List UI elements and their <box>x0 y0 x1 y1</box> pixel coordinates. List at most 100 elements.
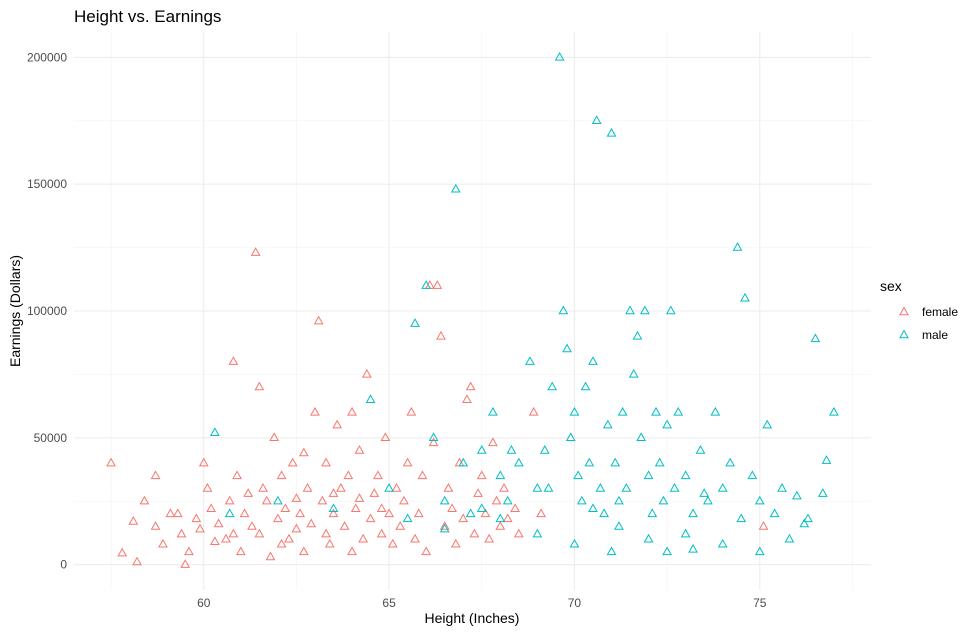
data-points <box>106 51 839 568</box>
data-point-male <box>647 508 658 518</box>
y-tick-label: 50000 <box>34 431 68 445</box>
data-point-female <box>206 503 217 513</box>
data-point-male <box>487 406 498 416</box>
data-point-male <box>717 483 728 492</box>
data-point-female <box>287 457 298 467</box>
data-point-female <box>391 483 402 492</box>
data-point-male <box>554 51 565 61</box>
data-point-male <box>532 528 543 538</box>
data-point-female <box>302 483 313 492</box>
data-point-male <box>573 470 584 480</box>
data-point-male <box>588 356 598 365</box>
data-point-female <box>387 538 398 548</box>
data-point-male <box>769 508 780 518</box>
data-point-female <box>235 546 246 556</box>
legend-key-female <box>899 306 909 316</box>
data-point-female <box>376 503 387 513</box>
x-tick-label: 70 <box>568 596 582 610</box>
axis-ticks: 60 65 70 75 0 50000 100000 150000 200000 <box>27 50 767 610</box>
data-point-female <box>295 508 306 518</box>
data-point-female <box>465 381 476 391</box>
data-point-female <box>487 437 498 447</box>
data-point-male <box>439 523 450 533</box>
data-point-male <box>495 513 506 523</box>
data-point-female <box>176 528 187 538</box>
data-point-male <box>428 432 439 442</box>
x-tick-label: 65 <box>382 596 396 610</box>
data-point-male <box>513 457 524 467</box>
data-point-male <box>699 488 710 497</box>
data-point-male <box>614 495 624 505</box>
x-tick-label: 75 <box>753 596 767 610</box>
data-point-male <box>458 457 469 467</box>
data-point-female <box>250 247 261 256</box>
y-tick-label: 100000 <box>27 304 67 318</box>
data-point-female <box>265 551 276 561</box>
data-point-male <box>662 546 673 556</box>
data-point-male <box>569 406 580 416</box>
data-point-male <box>658 495 669 505</box>
data-point-female <box>406 406 417 416</box>
data-point-male <box>643 533 654 543</box>
data-point-female <box>180 559 191 568</box>
data-point-male <box>662 419 673 429</box>
data-point-female <box>413 508 424 518</box>
data-point-male <box>224 508 235 518</box>
data-point-female <box>399 495 409 505</box>
data-point-female <box>354 444 365 454</box>
data-point-female <box>484 533 495 543</box>
data-point-male <box>710 406 721 416</box>
legend-title: sex <box>880 278 902 294</box>
data-point-male <box>688 543 698 553</box>
data-point-male <box>328 503 339 513</box>
data-point-male <box>402 513 413 523</box>
data-point-female <box>232 470 243 480</box>
data-point-female <box>376 528 387 538</box>
data-point-male <box>639 305 650 315</box>
data-point-male <box>636 432 647 442</box>
data-point-male <box>754 495 765 505</box>
data-point-male <box>465 508 476 518</box>
data-point-female <box>150 521 161 530</box>
data-point-female <box>247 521 257 530</box>
data-point-female <box>339 521 350 530</box>
data-point-male <box>673 406 684 416</box>
data-point-female <box>191 513 202 523</box>
data-point-male <box>450 183 461 193</box>
data-point-female <box>213 518 224 528</box>
data-point-female <box>158 538 168 548</box>
data-point-male <box>817 488 828 497</box>
data-point-female <box>432 280 443 289</box>
data-point-male <box>606 546 617 556</box>
legend-key-male <box>899 329 909 339</box>
data-point-male <box>584 457 595 467</box>
y-tick-label: 200000 <box>27 50 67 64</box>
data-point-male <box>754 546 765 556</box>
data-point-female <box>417 470 428 480</box>
data-point-female <box>195 523 205 533</box>
data-point-female <box>184 546 194 556</box>
data-point-female <box>369 488 380 497</box>
data-point-female <box>228 356 239 365</box>
data-point-male <box>576 495 587 505</box>
data-point-male <box>784 533 795 543</box>
data-point-female <box>458 513 469 523</box>
data-point-male <box>617 406 628 416</box>
data-point-male <box>569 538 580 548</box>
data-point-male <box>580 381 591 391</box>
data-point-female <box>298 546 309 556</box>
data-point-male <box>495 470 506 480</box>
data-point-male <box>539 444 550 454</box>
data-point-male <box>562 343 572 353</box>
data-point-female <box>139 495 150 505</box>
data-point-female <box>361 368 372 378</box>
data-point-female <box>328 508 339 518</box>
data-point-female <box>358 533 369 543</box>
data-point-male <box>502 495 513 505</box>
data-point-female <box>421 546 432 556</box>
data-point-female <box>254 381 265 391</box>
data-point-male <box>777 483 787 492</box>
data-point-male <box>565 432 576 442</box>
data-point-male <box>680 470 691 480</box>
